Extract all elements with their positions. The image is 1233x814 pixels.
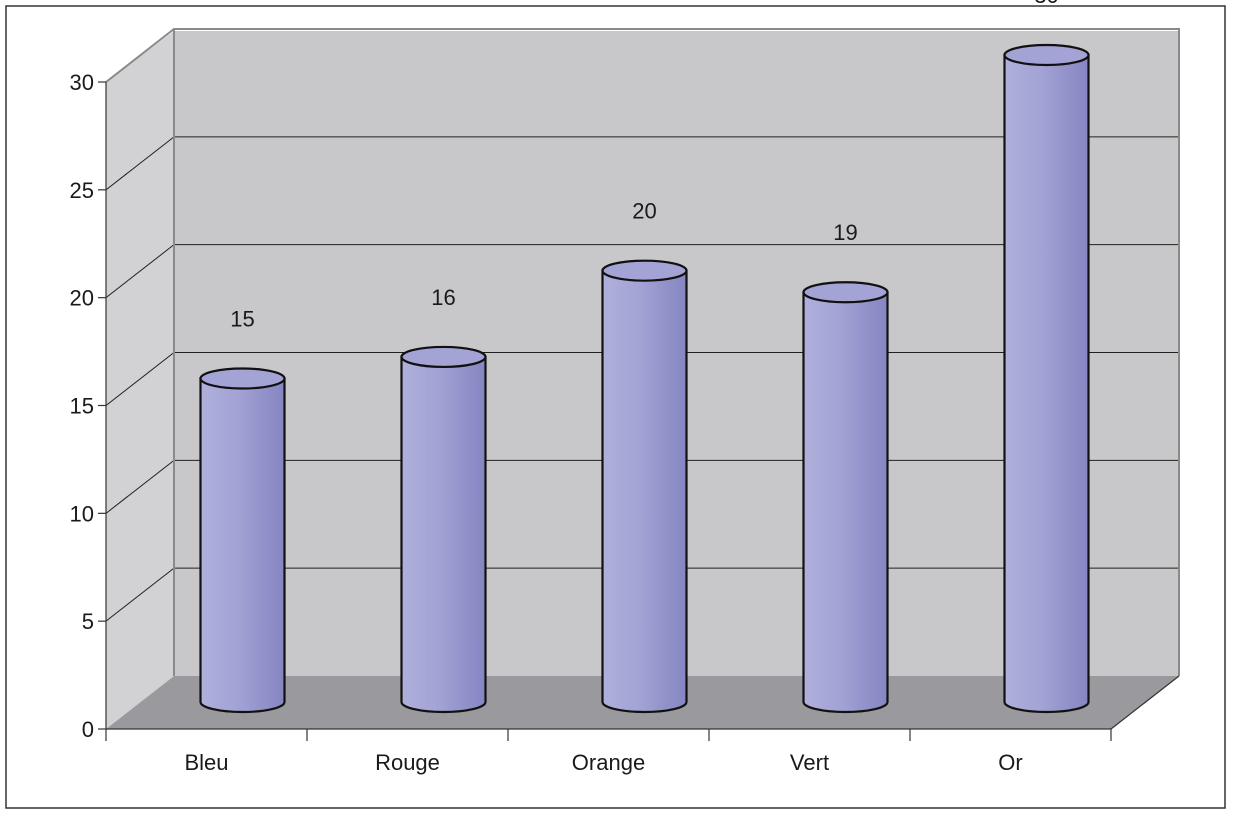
- data-label: 30: [1034, 0, 1058, 8]
- data-labels: 15 16 20 19 30: [230, 0, 1058, 332]
- side-gridline: [105, 567, 175, 622]
- x-tick-label: Vert: [790, 750, 829, 775]
- bars: [199, 43, 1090, 714]
- y-tick-label: 0: [82, 717, 94, 742]
- y-tick-label: 15: [70, 394, 94, 419]
- bar: [199, 367, 286, 714]
- floor-edge: [1110, 675, 1180, 730]
- side-gridline: [105, 352, 175, 406]
- bar-body: [400, 355, 487, 714]
- x-tick-label: Or: [998, 750, 1022, 775]
- bar: [601, 259, 688, 714]
- y-axis-ticks: 0 5 10 15 20 25 30: [70, 70, 106, 742]
- data-label: 16: [431, 285, 455, 310]
- y-tick-label: 30: [70, 70, 94, 95]
- x-tick-label: Bleu: [184, 750, 228, 775]
- bar-top: [199, 367, 286, 390]
- wall-edge: [105, 28, 1180, 676]
- side-wall: [106, 31, 174, 729]
- data-label: 15: [230, 307, 254, 332]
- bar-top: [601, 259, 688, 282]
- x-tick-label: Rouge: [375, 750, 440, 775]
- bar: [1003, 43, 1090, 714]
- side-gridline: [105, 459, 175, 514]
- bar-body: [802, 291, 889, 714]
- side-gridline: [105, 136, 175, 191]
- data-label: 20: [632, 199, 656, 224]
- bar-top: [1003, 43, 1090, 67]
- bar-body: [1003, 53, 1090, 714]
- y-tick-label: 25: [70, 178, 94, 203]
- bar-body: [199, 377, 286, 714]
- bar-top: [400, 345, 487, 369]
- data-label: 19: [833, 220, 857, 245]
- bar-top: [802, 281, 889, 304]
- bar: [802, 281, 889, 714]
- y-tick-label: 10: [70, 501, 94, 526]
- x-tick-label: Orange: [572, 750, 645, 775]
- y-tick-label: 20: [70, 286, 94, 311]
- x-axis-ticks: Bleu Rouge Orange Vert Or: [105, 729, 1112, 775]
- y-tick-label: 5: [82, 609, 94, 634]
- side-gridline: [105, 244, 175, 299]
- bar-body: [601, 269, 688, 714]
- bar: [400, 345, 487, 714]
